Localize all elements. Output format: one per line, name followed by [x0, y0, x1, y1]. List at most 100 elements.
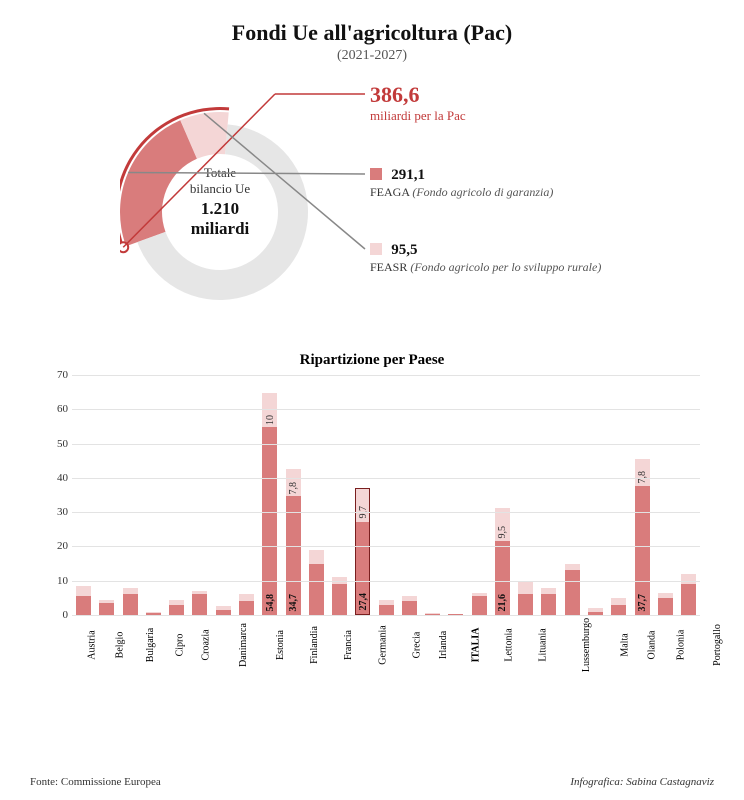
bar-slot: [514, 375, 537, 615]
feasr-swatch: [370, 243, 382, 255]
title-block: Fondi Ue all'agricoltura (Pac) (2021-202…: [30, 20, 714, 64]
feaga-desc: (Fondo agricolo di garanzia): [412, 185, 553, 199]
bar-stack: [239, 594, 254, 615]
gridline: [72, 375, 700, 376]
gridline: [72, 444, 700, 445]
bar-segment-feasr: [518, 582, 533, 594]
y-tick-label: 40: [42, 472, 68, 484]
bar-stack: [541, 588, 556, 615]
feasr-label: FEASR: [370, 260, 407, 274]
bar-segment-feaga: [658, 598, 673, 615]
bar-segment-feasr: [239, 594, 254, 601]
x-tick-label: Olanda: [632, 615, 661, 675]
bar-segment-feaga: [541, 594, 556, 615]
x-tick-label: Portogallo: [691, 615, 733, 675]
bar-stack: 37,77,8: [635, 459, 650, 615]
bar-segment-feasr: [565, 564, 580, 571]
bar-stack: [379, 600, 394, 615]
bar-segment-feasr: [611, 598, 626, 605]
pac-label: miliardi per la Pac: [370, 108, 466, 124]
bar-slot: [584, 375, 607, 615]
bar-slot: [468, 375, 491, 615]
x-tick-label: Germania: [358, 615, 397, 675]
bar-stack: [216, 606, 231, 615]
feaga-label: FEAGA: [370, 185, 409, 199]
x-tick-label: Francia: [328, 615, 358, 675]
y-tick-label: 60: [42, 403, 68, 415]
subtitle: (2021-2027): [30, 48, 714, 64]
bar-slot: [444, 375, 467, 615]
bar-stack: [76, 586, 91, 615]
bar-stack: [565, 564, 580, 615]
bar-value-label-b: 9,5: [497, 526, 508, 539]
y-tick-label: 0: [42, 609, 68, 621]
bar-stack: [588, 608, 603, 615]
bar-segment-feasr: [76, 586, 91, 596]
x-tick-label: Lituania: [521, 615, 554, 675]
bar-slot: [188, 375, 211, 615]
y-tick-label: 20: [42, 540, 68, 552]
gridline: [72, 478, 700, 479]
x-tick-label: Austria: [72, 615, 101, 675]
x-tick-label: ITALIA: [453, 615, 488, 675]
bar-value-label-b: 10: [265, 415, 276, 425]
bar-segment-feaga: [123, 594, 138, 615]
bar-stack: [658, 593, 673, 615]
x-tick-label: Lussemburgo: [554, 615, 608, 675]
bar-value-label-a: 21,6: [497, 594, 508, 612]
callout-feaga: 291,1 FEAGA (Fondo agricolo di garanzia): [370, 167, 553, 200]
bar-slot: [607, 375, 630, 615]
bar-segment-feaga: [379, 605, 394, 615]
bar-slot: [328, 375, 351, 615]
y-tick-label: 30: [42, 506, 68, 518]
x-tick-label: Irlanda: [424, 615, 452, 675]
bar-plot-area: 54,81034,77,827,49,721,69,537,77,8 01020…: [72, 375, 700, 615]
gridline: [72, 546, 700, 547]
donut-chart: [120, 102, 340, 327]
x-tick-label: Belgio: [101, 615, 128, 675]
bar-chart: 54,81034,77,827,49,721,69,537,77,8 01020…: [40, 375, 704, 675]
x-tick-label: Malta: [608, 615, 631, 675]
bar-slot: 27,49,7: [351, 375, 374, 615]
feasr-value: 95,5: [391, 242, 417, 258]
y-tick-label: 50: [42, 438, 68, 450]
x-tick-label: Grecia: [398, 615, 425, 675]
bar-stack: 27,49,7: [355, 488, 370, 615]
bar-segment-feaga: [611, 605, 626, 615]
bar-segment-feasr: [123, 588, 138, 595]
x-tick-label: Bulgaria: [128, 615, 162, 675]
main-title: Fondi Ue all'agricoltura (Pac): [30, 20, 714, 46]
bar-slot: [421, 375, 444, 615]
bar-slot: [561, 375, 584, 615]
bar-stack: [169, 600, 184, 615]
bar-stack: [123, 588, 138, 615]
bar-slot: [165, 375, 188, 615]
bar-segment-feaga: [76, 596, 91, 615]
bar-slot: [374, 375, 397, 615]
bar-slot: 54,8 10: [258, 375, 281, 615]
bar-segment-feasr: [541, 588, 556, 595]
bar-segment-feaga: [565, 570, 580, 615]
credit-label: Infografica: Sabina Castagnaviz: [570, 776, 714, 788]
bar-stack: [192, 591, 207, 615]
feaga-value: 291,1: [391, 167, 425, 183]
gridline: [72, 581, 700, 582]
bar-segment-feasr: [681, 574, 696, 584]
bar-segment-feaga: [169, 605, 184, 615]
x-tick-label: Lettonia: [487, 615, 520, 675]
bar-slot: [398, 375, 421, 615]
x-tick-label: Finlandia: [290, 615, 328, 675]
bar-segment-feaga: [332, 584, 347, 615]
y-tick-label: 10: [42, 575, 68, 587]
bar-stack: [518, 582, 533, 615]
x-axis-labels: AustriaBelgioBulgariaCiproCroaziaDanimar…: [72, 615, 700, 675]
bar-segment-feaga: [99, 603, 114, 615]
bar-slot: [212, 375, 235, 615]
bar-value-label-a: 54,8: [265, 594, 276, 612]
donut-section: Totale bilancio Ue 1.210 miliardi 386,6 …: [30, 72, 714, 342]
x-tick-label: Rep. Ceca: [733, 615, 744, 675]
bars-row: 54,81034,77,827,49,721,69,537,77,8: [72, 375, 700, 615]
callout-pac-total: 386,6 miliardi per la Pac: [370, 82, 466, 124]
gridline: [72, 409, 700, 410]
source-label: Fonte: Commissione Europea: [30, 776, 161, 788]
